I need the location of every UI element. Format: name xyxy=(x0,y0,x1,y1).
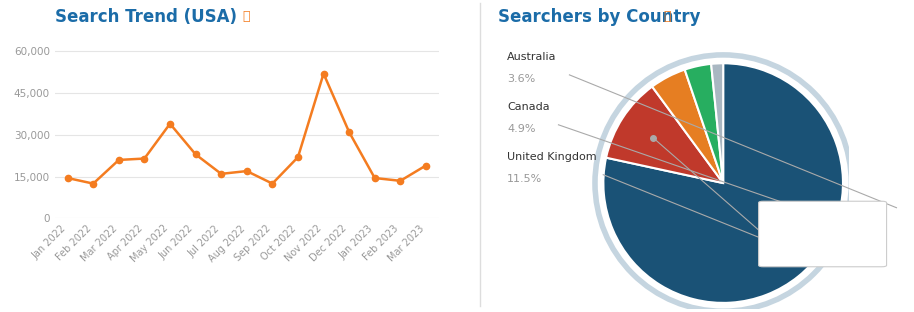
Text: Australia: Australia xyxy=(507,52,557,62)
Text: Canada: Canada xyxy=(507,102,550,112)
Wedge shape xyxy=(711,63,723,183)
Text: ⓘ: ⓘ xyxy=(242,10,250,23)
Wedge shape xyxy=(606,87,723,183)
Text: Search Trend (USA): Search Trend (USA) xyxy=(55,8,237,26)
Text: Searchers by Country: Searchers by Country xyxy=(498,8,701,26)
Wedge shape xyxy=(685,64,723,183)
Text: ⓘ: ⓘ xyxy=(664,10,671,23)
Text: 4.9%: 4.9% xyxy=(507,124,536,134)
Text: United Kingdom: United Kingdom xyxy=(507,152,597,162)
Wedge shape xyxy=(653,70,723,183)
Text: 78.4%: 78.4% xyxy=(805,245,840,255)
Text: 3.6%: 3.6% xyxy=(507,74,536,84)
Text: United
States: United States xyxy=(804,211,841,232)
Wedge shape xyxy=(603,63,843,303)
Text: 11.5%: 11.5% xyxy=(507,174,543,184)
